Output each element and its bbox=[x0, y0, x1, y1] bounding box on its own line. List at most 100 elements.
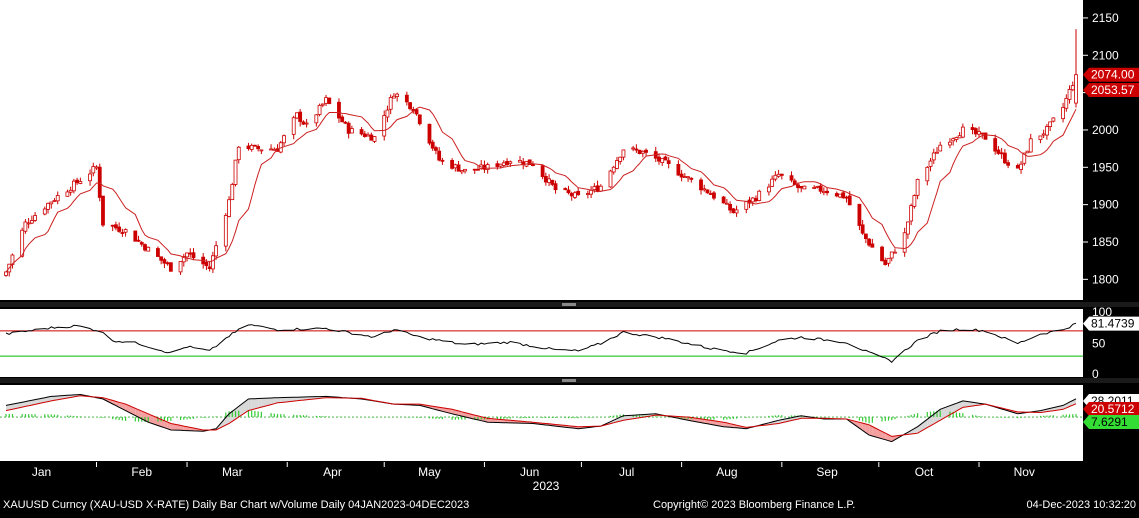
price-candle bbox=[134, 231, 137, 241]
price-candle bbox=[803, 186, 806, 189]
price-candle bbox=[460, 170, 463, 171]
price-candle bbox=[981, 133, 984, 134]
price-candle bbox=[893, 252, 896, 253]
price-candle bbox=[315, 115, 318, 123]
price-candle bbox=[502, 163, 505, 166]
price-candle bbox=[253, 145, 256, 146]
price-candle bbox=[409, 103, 412, 109]
price-candle bbox=[224, 215, 227, 246]
price-candle bbox=[903, 233, 906, 252]
price-tick-label: 1800 bbox=[1092, 272, 1119, 286]
price-candle bbox=[884, 260, 887, 264]
price-candle bbox=[451, 160, 454, 168]
price-candle bbox=[564, 188, 567, 189]
last-price-label: 2074.00 bbox=[1091, 68, 1135, 82]
price-candle bbox=[1062, 107, 1065, 118]
price-candle bbox=[27, 223, 30, 224]
price-candle bbox=[72, 181, 75, 191]
macd-fill-segment bbox=[255, 399, 258, 409]
price-candle bbox=[664, 157, 667, 160]
rsi-panel bbox=[0, 309, 1083, 377]
price-candle bbox=[186, 253, 189, 257]
price-candle bbox=[551, 180, 554, 184]
price-candle bbox=[1026, 151, 1029, 153]
price-candle bbox=[1020, 164, 1023, 169]
rsi-value-label: 81.4739 bbox=[1091, 317, 1135, 331]
price-tick-label: 2100 bbox=[1092, 48, 1119, 62]
price-candle bbox=[680, 174, 683, 177]
rsi-tick-label: 50 bbox=[1092, 337, 1106, 351]
price-candle bbox=[76, 180, 79, 183]
price-candle bbox=[396, 94, 399, 96]
price-candle bbox=[228, 200, 231, 217]
price-candle bbox=[661, 158, 664, 162]
month-tick-label: Sep bbox=[816, 465, 838, 479]
price-candle bbox=[725, 203, 728, 204]
price-candle bbox=[192, 253, 195, 258]
price-candle bbox=[906, 222, 909, 234]
price-candle bbox=[1042, 134, 1045, 135]
price-tick-label: 1850 bbox=[1092, 235, 1119, 249]
price-candle bbox=[1039, 136, 1042, 140]
price-candle bbox=[454, 165, 457, 168]
price-candle bbox=[635, 149, 638, 150]
price-candle bbox=[871, 244, 874, 247]
price-candle bbox=[211, 256, 214, 269]
price-axis: 18001850190019502000205021002150 bbox=[1083, 11, 1119, 286]
price-candle bbox=[577, 191, 580, 194]
price-candle bbox=[163, 260, 166, 264]
price-candle bbox=[92, 167, 95, 173]
month-tick-label: Feb bbox=[131, 465, 152, 479]
price-candle bbox=[370, 135, 373, 140]
price-candle bbox=[839, 194, 842, 197]
price-candle bbox=[596, 186, 599, 191]
price-candle bbox=[231, 184, 234, 199]
macd-fill-segment bbox=[258, 398, 261, 408]
price-candle bbox=[428, 124, 431, 143]
price-candle bbox=[95, 167, 98, 168]
price-candle bbox=[486, 165, 489, 170]
price-candle bbox=[622, 150, 625, 157]
price-candle bbox=[114, 225, 117, 228]
price-candle bbox=[619, 157, 622, 161]
price-candle bbox=[518, 160, 521, 162]
price-candle bbox=[683, 177, 686, 178]
price-candle bbox=[842, 193, 845, 198]
price-candle bbox=[337, 102, 340, 118]
price-candle bbox=[554, 184, 557, 190]
price-candle bbox=[751, 198, 754, 202]
price-candle bbox=[984, 133, 987, 139]
price-candle bbox=[1071, 86, 1074, 90]
price-candle bbox=[567, 190, 570, 193]
price-candle bbox=[56, 195, 59, 200]
price-candle bbox=[179, 262, 182, 272]
splitter-grip[interactable] bbox=[562, 379, 576, 382]
price-candle bbox=[861, 225, 864, 233]
price-candle bbox=[140, 243, 143, 245]
price-candle bbox=[69, 190, 72, 192]
price-candle bbox=[24, 222, 27, 231]
price-candle bbox=[586, 194, 589, 195]
price-candle bbox=[499, 164, 502, 166]
month-tick-label: May bbox=[418, 465, 441, 479]
price-candle bbox=[215, 246, 218, 256]
splitter-grip[interactable] bbox=[562, 303, 576, 306]
price-candle bbox=[66, 192, 69, 196]
price-candle bbox=[318, 105, 321, 114]
price-candle bbox=[47, 203, 50, 209]
price-candle bbox=[79, 182, 82, 184]
price-candle bbox=[1016, 165, 1019, 168]
price-candle bbox=[939, 145, 942, 151]
price-candle bbox=[260, 150, 263, 151]
price-candle bbox=[457, 165, 460, 171]
price-candle bbox=[593, 187, 596, 190]
price-candle bbox=[53, 201, 56, 202]
price-candle bbox=[328, 98, 331, 104]
price-tick-label: 2000 bbox=[1092, 123, 1119, 137]
price-candle bbox=[341, 117, 344, 122]
price-candle bbox=[1003, 153, 1006, 163]
price-candle bbox=[208, 267, 211, 269]
month-tick-label: Nov bbox=[1014, 465, 1035, 479]
price-candle bbox=[641, 151, 644, 153]
